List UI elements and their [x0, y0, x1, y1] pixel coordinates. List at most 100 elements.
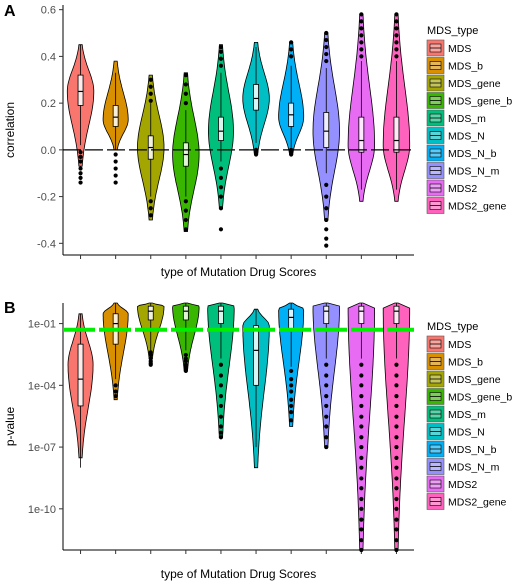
- box: [253, 84, 259, 111]
- outlier-point: [359, 547, 364, 553]
- outlier-point: [394, 47, 399, 52]
- outlier-point: [394, 362, 399, 367]
- outlier-point: [359, 465, 364, 470]
- outlier-point: [324, 51, 329, 57]
- legend-label: MDS_gene: [448, 78, 501, 90]
- outlier-point: [394, 435, 399, 440]
- outlier-point: [359, 362, 364, 367]
- outlier-point: [394, 465, 399, 470]
- outlier-point: [359, 26, 364, 31]
- outlier-point: [324, 393, 329, 399]
- legend-label: MDS_N: [448, 427, 485, 439]
- violin-MDS_m: [207, 302, 235, 440]
- outlier-point: [218, 414, 224, 419]
- outlier-point: [218, 63, 224, 68]
- violin-MDS_gene: [137, 74, 165, 221]
- outlier-point: [359, 496, 364, 502]
- outlier-point: [218, 430, 224, 435]
- outlier-point: [324, 44, 329, 50]
- violin-MDS_gene_b: [172, 302, 200, 374]
- outlier-point: [359, 435, 364, 440]
- outlier-point: [218, 227, 224, 232]
- y-tick-label: 1e-10: [28, 504, 56, 516]
- outlier-point: [394, 444, 399, 450]
- y-tick-label: 0.0: [41, 145, 56, 157]
- outlier-point: [218, 44, 224, 50]
- outlier-point: [113, 173, 118, 178]
- y-tick-label: 1e-07: [28, 442, 56, 454]
- panel-b-letter: B: [4, 300, 16, 317]
- outlier-point: [324, 30, 329, 36]
- legend-item-MDS_b: MDS_b: [426, 353, 483, 370]
- outlier-point: [183, 91, 188, 96]
- outlier-point: [148, 199, 153, 204]
- legend-item-MDS_gene: MDS_gene: [426, 74, 501, 92]
- outlier-point: [359, 383, 364, 388]
- panel-a-y-axis-title: correlation: [3, 102, 17, 158]
- outlier-point: [78, 180, 83, 185]
- outlier-point: [78, 166, 83, 171]
- outlier-point: [78, 159, 83, 164]
- outlier-point: [183, 199, 188, 204]
- violin-MDS_N_m: [312, 302, 340, 450]
- outlier-point: [359, 393, 364, 399]
- box: [218, 116, 224, 141]
- legend-label: MDS_N: [448, 131, 485, 143]
- legend-label: MDS_b: [448, 357, 483, 369]
- outlier-point: [359, 538, 364, 543]
- outlier-point: [359, 19, 364, 24]
- outlier-point: [324, 414, 329, 419]
- outlier-point: [394, 455, 399, 460]
- outlier-point: [324, 236, 329, 241]
- outlier-point: [113, 393, 118, 399]
- outlier-point: [359, 33, 364, 38]
- y-tick-label: 0.2: [41, 98, 56, 110]
- outlier-point: [218, 206, 224, 211]
- violin-MDS_N_b: [278, 302, 305, 427]
- box: [77, 74, 84, 106]
- outlier-point: [324, 383, 329, 388]
- outlier-point: [218, 435, 224, 440]
- outlier-point: [78, 175, 83, 180]
- outlier-point: [183, 208, 188, 213]
- legend-label: MDS_N_b: [448, 148, 497, 160]
- panel-b-y-axis-title: p-value: [3, 406, 17, 446]
- violin-MDS_N: [242, 42, 270, 157]
- outlier-point: [394, 403, 399, 409]
- box: [218, 305, 224, 324]
- outlier-point: [218, 383, 224, 388]
- outlier-point: [394, 19, 399, 24]
- outlier-point: [218, 49, 224, 54]
- legend-label: MDS_N_m: [448, 462, 500, 474]
- outlier-point: [289, 40, 294, 45]
- outlier-point: [289, 368, 294, 374]
- outlier-point: [394, 12, 399, 17]
- outlier-point: [113, 389, 118, 394]
- outlier-point: [113, 383, 118, 388]
- outlier-point: [289, 410, 294, 415]
- outlier-point: [218, 56, 224, 61]
- panel-a-letter: A: [4, 3, 16, 20]
- legend-item-MDS2: MDS2: [426, 179, 477, 197]
- outlier-point: [324, 424, 329, 429]
- legend-item-MDS_m: MDS_m: [426, 109, 486, 127]
- legend-label: MDS_gene_b: [448, 392, 512, 404]
- legend-item-MDS: MDS: [426, 335, 471, 353]
- outlier-point: [78, 150, 83, 155]
- outlier-point: [394, 547, 399, 553]
- violin-MDS: [66, 44, 95, 185]
- outlier-point: [218, 403, 224, 409]
- outlier-point: [183, 217, 188, 223]
- legend-label: MDS: [448, 43, 471, 55]
- outlier-point: [394, 40, 399, 45]
- outlier-point: [324, 58, 329, 64]
- outlier-point: [394, 486, 399, 491]
- outlier-point: [148, 206, 153, 211]
- violin-MDS_N: [242, 308, 270, 469]
- outlier-point: [324, 182, 329, 188]
- y-tick-label: 1e-01: [28, 319, 56, 331]
- outlier-point: [394, 538, 399, 543]
- outlier-point: [148, 84, 153, 89]
- outlier-point: [324, 206, 329, 211]
- legend-label: MDS_N_b: [448, 444, 497, 456]
